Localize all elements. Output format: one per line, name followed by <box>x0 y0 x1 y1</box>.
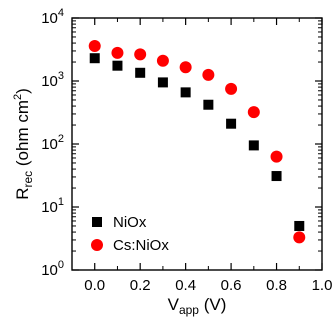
data-point <box>111 46 124 59</box>
y-axis-title-close: ) <box>13 88 32 94</box>
y-axis-title-unit: (ohm cm <box>13 100 32 171</box>
data-point <box>179 61 192 74</box>
data-point <box>270 150 283 163</box>
y-tick-label: 100 <box>41 259 64 279</box>
data-points <box>88 39 306 244</box>
y-axis-title-sub: rec <box>21 171 35 188</box>
data-point <box>226 118 237 129</box>
data-point <box>202 68 215 81</box>
y-tick-label: 101 <box>41 196 64 216</box>
data-point <box>203 99 214 110</box>
x-tick-label: 1.0 <box>312 277 333 294</box>
data-point <box>157 77 168 88</box>
legend-marker <box>92 217 102 227</box>
x-axis-title-main: V <box>168 295 180 314</box>
data-point <box>248 140 259 151</box>
y-tick-label: 102 <box>41 133 64 153</box>
data-point <box>134 48 147 61</box>
data-point <box>88 39 101 52</box>
legend-marker <box>91 239 103 251</box>
data-point <box>135 67 146 78</box>
y-axis-ticks: 100 101 102 103 104 <box>41 7 322 279</box>
data-point <box>271 171 282 182</box>
y-axis-title-main: R <box>13 188 32 200</box>
legend-label: Cs:NiOx <box>113 237 169 254</box>
data-point <box>293 231 306 244</box>
data-point <box>225 82 238 95</box>
x-tick-label: 0.2 <box>130 277 151 294</box>
legend: NiOx Cs:NiOx <box>91 214 169 254</box>
data-point <box>112 60 123 71</box>
data-point <box>156 54 169 67</box>
x-axis-title-sub: app <box>179 303 199 317</box>
x-tick-label: 0.8 <box>266 277 287 294</box>
x-axis-title-unit: (V) <box>199 295 226 314</box>
x-axis-ticks: 0.0 0.2 0.4 0.6 0.8 1.0 <box>84 18 332 294</box>
y-axis-title-sup: 2 <box>12 94 24 100</box>
data-point <box>89 53 100 64</box>
plot-frame <box>71 17 323 271</box>
x-tick-label: 0.6 <box>221 277 242 294</box>
x-tick-label: 0.4 <box>175 277 196 294</box>
data-point <box>294 220 305 231</box>
y-tick-label: 103 <box>41 70 64 90</box>
data-point <box>247 106 260 119</box>
x-tick-label: 0.0 <box>84 277 105 294</box>
y-axis-title: Rrec (ohm cm2) <box>12 88 35 200</box>
y-tick-label: 104 <box>41 7 64 27</box>
legend-label: NiOx <box>113 214 147 231</box>
x-axis-title: Vapp (V) <box>168 295 227 317</box>
data-point <box>180 87 191 98</box>
